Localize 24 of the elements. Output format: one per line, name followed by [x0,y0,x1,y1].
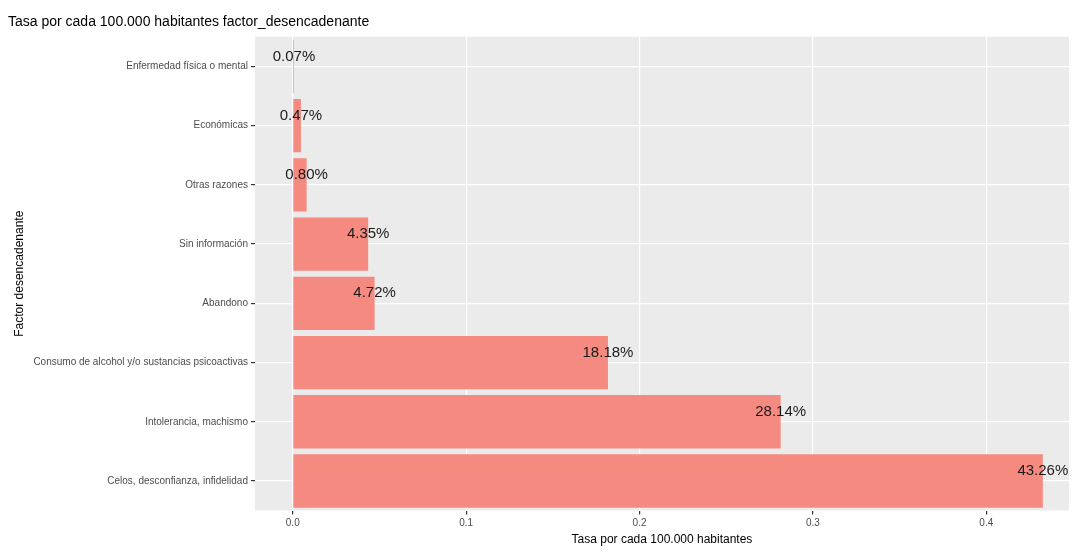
chart-title: Tasa por cada 100.000 habitantes factor_desencadenante [8,13,370,30]
y-tick-label: Sin información [179,237,248,249]
y-tick-label: Enfermedad física o mental [126,60,248,72]
x-axis-title: Tasa por cada 100.000 habitantes [571,532,753,547]
y-axis-title: Factor desencadenante [11,210,26,337]
y-tick-label: Consumo de alcohol y/o sustancias psicoactivas [33,356,248,368]
data-label: 0.80% [285,165,328,182]
y-tick-label: Celos, desconfianza, infidelidad [107,474,248,486]
x-tick-label: 0.0 [285,517,301,529]
y-tick-label: Otras razones [185,178,248,190]
data-label: 28.14% [755,401,807,419]
y-tick-label: Intolerancia, machismo [145,415,249,427]
data-label: 0.47% [279,105,323,123]
data-label: 0.07% [272,46,316,64]
x-tick-label: 0.3 [805,517,821,529]
data-label: 4.72% [353,283,396,301]
x-tick-label: 0.2 [632,517,647,529]
data-label: 43.26% [1017,461,1069,479]
y-tick-label: Económicas [193,119,248,131]
data-label: 4.35% [346,224,390,242]
y-tick-label: Abandono [202,297,249,309]
data-label: 18.18% [582,342,634,360]
x-tick-label: 0.4 [979,517,994,529]
x-tick-label: 0.1 [459,517,474,529]
